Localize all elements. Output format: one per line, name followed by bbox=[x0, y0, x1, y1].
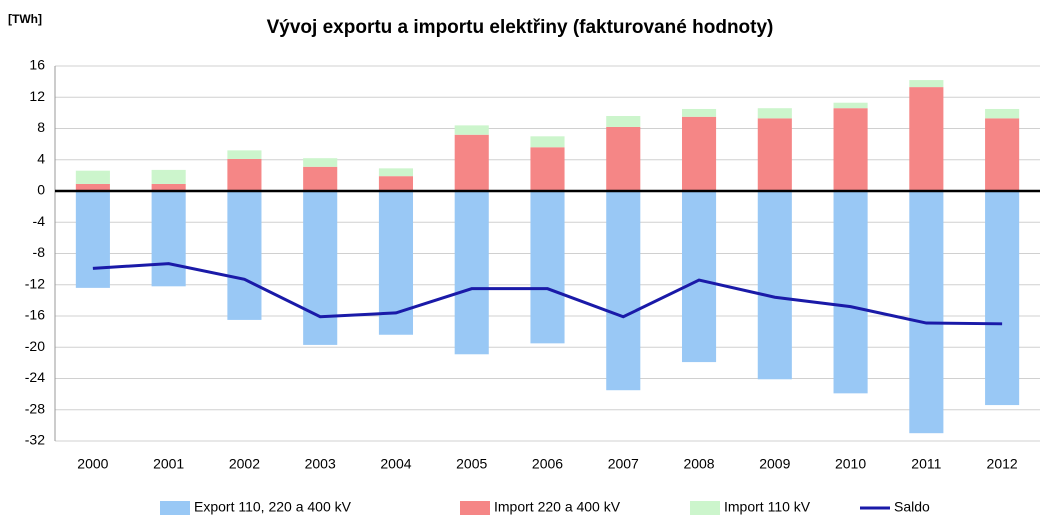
bar bbox=[151, 183, 186, 191]
bar bbox=[681, 108, 717, 117]
y-tick-label: -32 bbox=[25, 432, 45, 448]
y-tick-label: 4 bbox=[37, 150, 45, 166]
y-tick-label: 0 bbox=[37, 182, 45, 198]
legend-marker bbox=[690, 501, 720, 515]
bar bbox=[75, 170, 110, 184]
y-tick-label: -4 bbox=[33, 213, 46, 229]
bar bbox=[985, 118, 1020, 191]
x-tick-label: 2008 bbox=[683, 456, 714, 472]
y-tick-label: -12 bbox=[25, 275, 45, 291]
legend-label: Export 110, 220 a 400 kV bbox=[194, 499, 352, 515]
x-tick-label: 2000 bbox=[77, 456, 108, 472]
bar bbox=[151, 191, 186, 287]
bar bbox=[454, 191, 489, 355]
bar bbox=[606, 126, 641, 191]
bar bbox=[681, 116, 717, 191]
y-tick-label: -20 bbox=[25, 338, 45, 354]
x-tick-label: 2003 bbox=[305, 456, 336, 472]
y-tick-label: 12 bbox=[29, 88, 45, 104]
legend-label: Import 110 kV bbox=[724, 499, 811, 515]
x-tick-label: 2011 bbox=[911, 456, 941, 472]
x-tick-label: 2012 bbox=[987, 456, 1018, 472]
bar bbox=[530, 147, 565, 191]
bar bbox=[227, 150, 262, 159]
bar bbox=[985, 191, 1020, 406]
bar bbox=[606, 116, 641, 127]
y-tick-label: -8 bbox=[33, 244, 46, 260]
bar bbox=[909, 191, 944, 434]
bar bbox=[378, 176, 414, 191]
bar bbox=[75, 183, 110, 191]
legend-marker bbox=[460, 501, 490, 515]
legend-label: Import 220 a 400 kV bbox=[494, 499, 621, 515]
chart-title: Vývoj exportu a importu elektřiny (faktu… bbox=[267, 17, 774, 38]
legend-label: Saldo bbox=[894, 499, 930, 515]
bar bbox=[757, 108, 792, 119]
bar bbox=[151, 169, 186, 184]
bar bbox=[985, 108, 1020, 119]
bar bbox=[757, 191, 792, 380]
x-tick-label: 2010 bbox=[835, 456, 866, 472]
bar bbox=[303, 166, 338, 191]
y-tick-label: 16 bbox=[29, 57, 45, 73]
bar bbox=[909, 80, 944, 88]
bar bbox=[833, 102, 868, 109]
bar bbox=[757, 118, 792, 191]
bar bbox=[454, 134, 489, 191]
bar bbox=[833, 191, 868, 394]
bar bbox=[303, 158, 338, 167]
x-tick-label: 2005 bbox=[456, 456, 487, 472]
bar bbox=[227, 158, 262, 191]
bar bbox=[606, 191, 641, 391]
bar bbox=[454, 125, 489, 135]
bar bbox=[681, 191, 717, 363]
bar bbox=[75, 191, 110, 288]
y-tick-label: -16 bbox=[25, 307, 45, 323]
bar bbox=[378, 168, 414, 177]
bar bbox=[303, 191, 338, 345]
x-tick-label: 2007 bbox=[608, 456, 639, 472]
y-tick-label: 8 bbox=[37, 119, 45, 135]
x-tick-label: 2002 bbox=[229, 456, 260, 472]
unit-label: [TWh] bbox=[8, 12, 42, 26]
bar bbox=[833, 108, 868, 191]
bar bbox=[909, 87, 944, 191]
x-tick-label: 2006 bbox=[532, 456, 563, 472]
x-tick-label: 2001 bbox=[153, 456, 184, 472]
x-tick-label: 2004 bbox=[380, 456, 411, 472]
legend-marker bbox=[160, 501, 190, 515]
x-tick-label: 2009 bbox=[759, 456, 790, 472]
y-tick-label: -24 bbox=[25, 369, 45, 385]
bar bbox=[530, 136, 565, 148]
y-tick-label: -28 bbox=[25, 400, 45, 416]
bar bbox=[227, 191, 262, 320]
line bbox=[92, 262, 1003, 326]
bar bbox=[530, 191, 565, 344]
